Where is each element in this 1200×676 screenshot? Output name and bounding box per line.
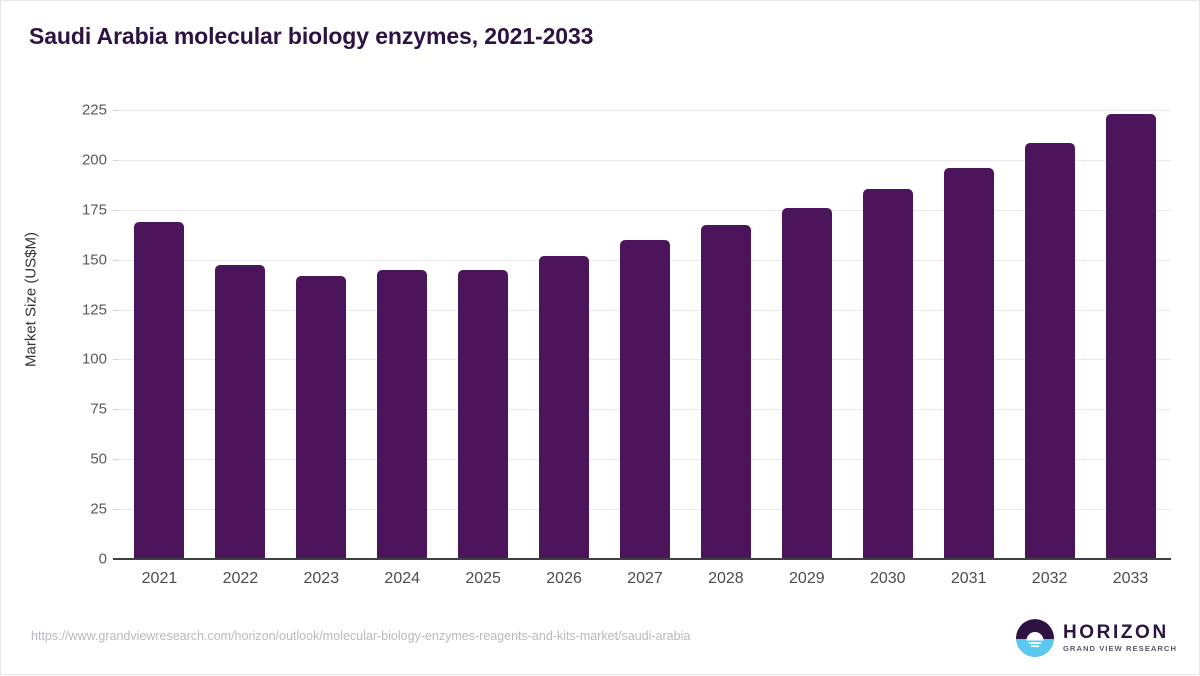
horizon-circle-logo-icon — [1015, 619, 1054, 657]
x-tick-label-2028: 2028 — [708, 570, 744, 587]
x-tick-label-2030: 2030 — [869, 570, 906, 587]
y-tick-label: 150 — [81, 251, 107, 269]
bar-slot — [362, 110, 443, 559]
gridline — [119, 159, 1171, 161]
bar-2029[interactable] — [781, 207, 832, 559]
bar-slot — [928, 110, 1009, 559]
y-tick-mark — [113, 259, 119, 261]
y-tick-label: 125 — [81, 301, 107, 319]
bar-slot — [443, 110, 524, 559]
y-tick-label: 225 — [81, 101, 107, 119]
bar-2028[interactable] — [700, 224, 751, 559]
gridline — [119, 209, 1171, 211]
y-tick-label: 50 — [90, 450, 107, 468]
bar-2032[interactable] — [1024, 142, 1075, 559]
y-tick-label: 75 — [90, 400, 107, 418]
bar-2022[interactable] — [215, 264, 266, 559]
x-tick-label-2032: 2032 — [1031, 570, 1068, 587]
y-tick-label: 100 — [81, 350, 107, 368]
source-url-text[interactable]: https://www.grandviewresearch.com/horizo… — [31, 629, 691, 643]
x-axis-line — [113, 558, 1171, 560]
bar-slot — [847, 110, 928, 559]
y-tick-mark — [113, 209, 119, 211]
bar-2026[interactable] — [539, 255, 590, 559]
x-tick-label-2027: 2027 — [627, 570, 663, 587]
bar-slot — [1090, 110, 1171, 559]
y-tick-label: 0 — [98, 550, 107, 568]
y-tick-mark — [113, 509, 119, 511]
bar-slot — [605, 110, 686, 559]
bar-2024[interactable] — [377, 269, 428, 559]
logo-tagline: GRAND VIEW RESEARCH — [1062, 644, 1177, 654]
bar-slot — [200, 110, 281, 559]
x-tick-label-2025: 2025 — [465, 570, 501, 587]
y-tick-label: 200 — [81, 151, 107, 169]
bar-2031[interactable] — [943, 167, 994, 559]
x-axis-tick-labels: 2021 2022 2023 2024 2025 2026 2027 2028 2029 2030… — [119, 570, 1171, 596]
logo-wordmark: HORIZON — [1062, 622, 1169, 644]
bar-2033[interactable] — [1105, 114, 1156, 559]
y-axis-title: Market Size (US$M) — [22, 231, 40, 368]
bar-slot — [281, 110, 362, 559]
y-tick-label: 175 — [81, 201, 107, 219]
page-title: Saudi Arabia molecular biology enzymes, … — [29, 23, 594, 49]
y-axis-tick-labels: 0 25 50 75 100 125 150 175 200 225 — [47, 102, 107, 568]
bar-slot — [766, 110, 847, 559]
x-tick-label-2023: 2023 — [303, 570, 340, 587]
bar-2030[interactable] — [862, 188, 913, 559]
y-tick-label: 25 — [90, 500, 107, 518]
x-tick-label-2031: 2031 — [950, 570, 987, 587]
bar-slot — [685, 110, 766, 559]
y-tick-mark — [113, 110, 119, 111]
y-tick-mark — [113, 409, 119, 411]
bar-2027[interactable] — [619, 239, 670, 559]
bar-2025[interactable] — [458, 270, 509, 559]
y-tick-mark — [113, 159, 119, 161]
x-tick-label-2029: 2029 — [789, 570, 825, 587]
bar-slot — [1009, 110, 1090, 559]
bar-2023[interactable] — [296, 275, 347, 559]
y-tick-mark — [113, 459, 119, 461]
logo-text-block: HORIZON GRAND VIEW RESEARCH — [1063, 623, 1177, 653]
bar-slot — [119, 110, 200, 559]
chart-bars — [119, 110, 1171, 559]
x-tick-label-2022: 2022 — [222, 570, 259, 587]
x-tick-label-2026: 2026 — [546, 570, 582, 587]
y-tick-mark — [113, 359, 119, 361]
y-tick-mark — [113, 309, 119, 311]
bar-2021[interactable] — [134, 221, 185, 559]
bar-slot — [524, 110, 605, 559]
gridline — [119, 110, 1171, 111]
x-tick-label-2021: 2021 — [141, 570, 178, 587]
x-tick-label-2033: 2033 — [1112, 570, 1149, 587]
x-tick-label-2024: 2024 — [384, 570, 421, 587]
horizon-logo: HORIZON GRAND VIEW RESEARCH — [1015, 619, 1177, 657]
